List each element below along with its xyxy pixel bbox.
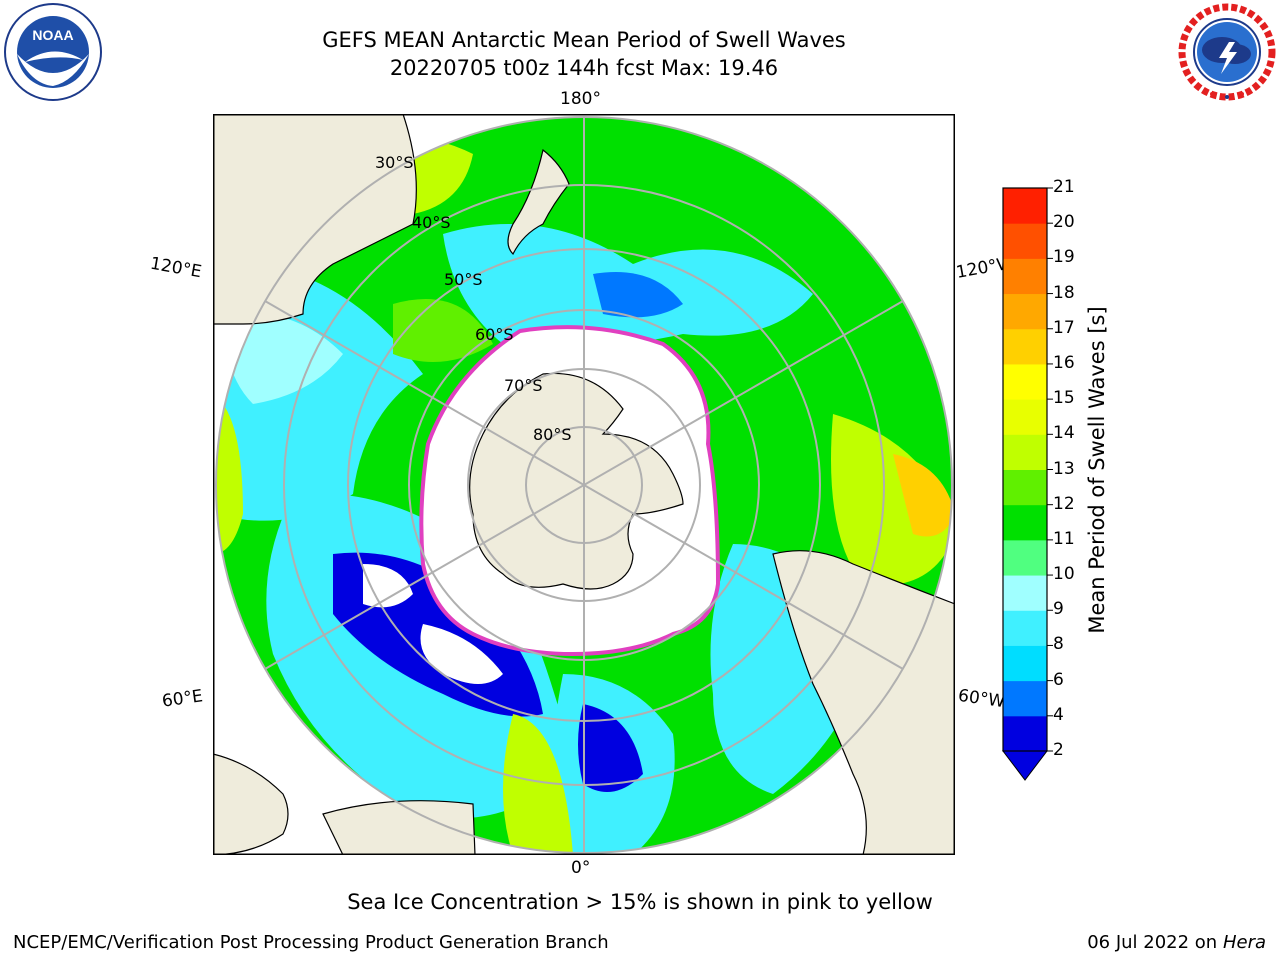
colorbar-tick-label: 8 (1053, 634, 1064, 655)
colorbar-label: Mean Period of Swell Waves [s] (1085, 306, 1109, 634)
footer-credit: NCEP/EMC/Verification Post Processing Pr… (13, 932, 609, 953)
sea-ice-note: Sea Ice Concentration > 15% is shown in … (347, 890, 933, 914)
colorbar-tick-label: 2 (1053, 740, 1064, 760)
colorbar-tick-label: 14 (1053, 423, 1075, 444)
colorbar-tick-label: 13 (1053, 458, 1075, 479)
graticule (215, 116, 953, 854)
polar-map (213, 114, 955, 855)
colorbar-segment (1003, 645, 1047, 682)
colorbar-segment (1003, 504, 1047, 541)
footer-host: Hera (1222, 932, 1266, 953)
lat-label-60s: 60°S (475, 325, 514, 344)
africa (213, 753, 289, 855)
colorbar-tick-label: 18 (1053, 282, 1075, 303)
colorbar-tick-label: 17 (1053, 317, 1075, 338)
colorbar-tick-label: 12 (1053, 493, 1075, 514)
colorbar-segment (1003, 188, 1047, 224)
lat-label-50s: 50°S (444, 270, 483, 289)
colorbar-segment (1003, 293, 1047, 330)
colorbar-segment (1003, 328, 1047, 365)
chart-title: GEFS MEAN Antarctic Mean Period of Swell… (322, 28, 846, 52)
new-zealand (507, 148, 570, 256)
colorbar-tick-label: 6 (1053, 669, 1064, 690)
lon-label-60e: 60°E (160, 686, 205, 712)
footer-date-text: 06 Jul 2022 on (1087, 932, 1218, 953)
colorbar-segment (1003, 399, 1047, 435)
colorbar-under-arrow (1001, 750, 1049, 781)
colorbar-segment (1003, 363, 1047, 400)
noaa-logo: NOAA (4, 3, 102, 101)
lon-label-180: 180° (560, 89, 601, 109)
colorbar-segment (1003, 469, 1047, 506)
south-america (772, 550, 955, 855)
colorbar-segment (1003, 575, 1047, 611)
colorbar-segment (1003, 223, 1047, 259)
colorbar-tick-label: 11 (1053, 528, 1075, 549)
lat-label-30s: 30°S (375, 153, 414, 172)
colorbar-tick-label: 15 (1053, 388, 1075, 409)
lat-label-40s: 40°S (412, 213, 451, 232)
colorbar-segment (1003, 680, 1047, 717)
colorbar-segment (1003, 434, 1047, 470)
chart-subtitle: 20220705 t00z 144h fcst Max: 19.46 (389, 56, 779, 80)
colorbar-tick-label: 10 (1053, 564, 1075, 585)
colorbar (1001, 187, 1053, 781)
lon-label-0: 0° (571, 858, 591, 878)
colorbar-tick-label: 19 (1053, 247, 1075, 268)
colorbar-segment (1003, 539, 1047, 576)
lat-label-80s: 80°S (533, 425, 572, 444)
colorbar-tick-label: 4 (1053, 704, 1064, 725)
colorbar-tick-label: 9 (1053, 599, 1064, 620)
footer-date: 06 Jul 2022 on Hera (1087, 932, 1266, 953)
lat-label-70s: 70°S (504, 376, 543, 395)
lon-label-120e: 120°E (148, 253, 204, 283)
noaa-logo-text: NOAA (32, 27, 73, 43)
colorbar-segment (1003, 258, 1047, 295)
colorbar-tick-label: 20 (1053, 212, 1075, 233)
nws-logo (1178, 3, 1276, 101)
colorbar-segment (1003, 610, 1047, 646)
colorbar-tick-label: 16 (1053, 352, 1075, 373)
australia (213, 114, 417, 325)
colorbar-segment (1003, 715, 1047, 752)
colorbar-tick-label: 21 (1053, 177, 1075, 197)
